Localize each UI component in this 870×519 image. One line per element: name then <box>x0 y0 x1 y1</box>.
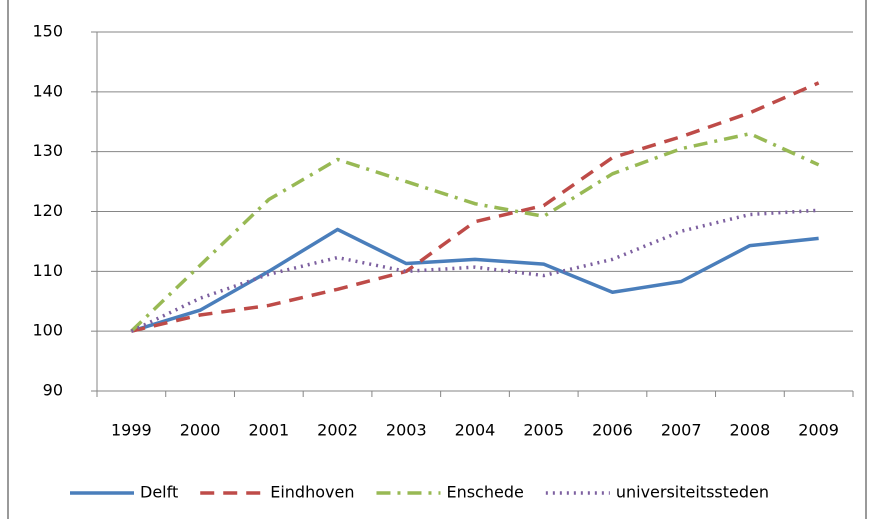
x-tick-label: 2002 <box>317 421 358 440</box>
y-tick-label: 120 <box>32 201 63 220</box>
x-tick-label: 2003 <box>386 421 427 440</box>
x-tick-label: 2001 <box>248 421 289 440</box>
x-tick-label: 2007 <box>661 421 702 440</box>
legend-label: Enschede <box>446 483 523 502</box>
y-tick-label: 110 <box>32 261 63 280</box>
legend-label: universiteitssteden <box>616 483 769 502</box>
x-tick-label: 2004 <box>455 421 496 440</box>
x-tick-label: 2000 <box>180 421 221 440</box>
series-line <box>130 81 820 333</box>
y-tick-label: 130 <box>32 141 63 160</box>
y-tick-label: 150 <box>32 22 63 41</box>
legend-label: Eindhoven <box>270 483 354 502</box>
x-tick-label: 2008 <box>730 421 771 440</box>
x-tick-label: 2009 <box>798 421 839 440</box>
series-line <box>130 131 820 333</box>
x-tick-label: 2005 <box>523 421 564 440</box>
x-tick-label: 2006 <box>592 421 633 440</box>
x-tick-label: 1999 <box>111 421 152 440</box>
series-line <box>130 208 819 333</box>
series-line <box>130 227 819 333</box>
y-tick-label: 100 <box>32 321 63 340</box>
y-tick-label: 90 <box>43 381 63 400</box>
legend-label: Delft <box>140 483 178 502</box>
y-tick-label: 140 <box>32 81 63 100</box>
